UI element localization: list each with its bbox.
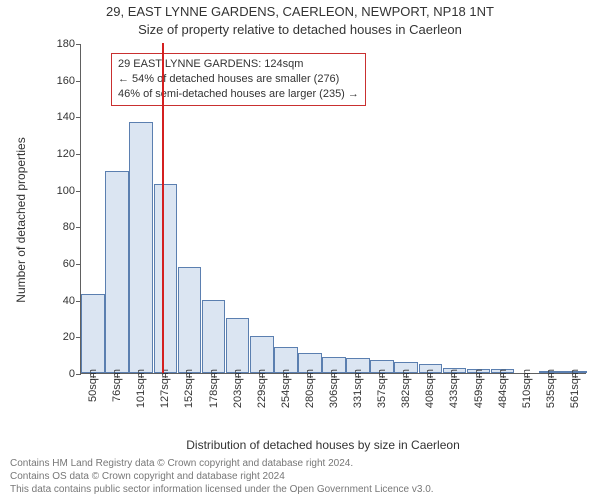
annotation-box: 29 EAST LYNNE GARDENS: 124sqm ← 54% of d…: [111, 53, 366, 106]
y-tick-mark: [76, 117, 81, 118]
x-tick-label: 254sqm: [280, 369, 292, 408]
x-tick-label: 203sqm: [232, 369, 244, 408]
plot-area: 29 EAST LYNNE GARDENS: 124sqm ← 54% of d…: [80, 44, 586, 374]
x-tick-label: 178sqm: [208, 369, 220, 408]
y-tick-label: 0: [47, 368, 75, 380]
y-tick-label: 60: [47, 258, 75, 270]
x-tick-label: 561sqm: [569, 369, 581, 408]
y-tick-label: 80: [47, 221, 75, 233]
y-tick-mark: [76, 154, 81, 155]
histogram-bar: [129, 122, 153, 373]
x-tick-label: 331sqm: [352, 369, 364, 408]
histogram-bar: [154, 184, 178, 373]
y-axis-label: Number of detached properties: [14, 137, 28, 302]
y-tick-label: 20: [47, 331, 75, 343]
property-marker-line: [162, 43, 164, 373]
y-tick-label: 120: [47, 148, 75, 160]
x-tick-label: 484sqm: [497, 369, 509, 408]
x-tick-label: 50sqm: [87, 369, 99, 402]
y-tick-label: 180: [47, 38, 75, 50]
x-tick-label: 433sqm: [448, 369, 460, 408]
histogram-bar: [81, 294, 105, 373]
annotation-line: ← 54% of detached houses are smaller (27…: [118, 72, 359, 87]
y-tick-mark: [76, 227, 81, 228]
histogram-bar: [202, 300, 226, 373]
y-tick-label: 140: [47, 111, 75, 123]
x-tick-label: 306sqm: [328, 369, 340, 408]
x-tick-label: 535sqm: [545, 369, 557, 408]
chart-container: Number of detached properties 29 EAST LY…: [60, 44, 586, 396]
x-tick-label: 510sqm: [521, 369, 533, 408]
x-tick-label: 76sqm: [111, 369, 123, 402]
histogram-bar: [178, 267, 202, 373]
x-tick-label: 101sqm: [135, 369, 147, 408]
chart-title-line1: 29, EAST LYNNE GARDENS, CAERLEON, NEWPOR…: [0, 4, 600, 19]
x-tick-label: 408sqm: [424, 369, 436, 408]
y-tick-mark: [76, 44, 81, 45]
x-axis-label: Distribution of detached houses by size …: [60, 438, 586, 452]
x-tick-label: 357sqm: [376, 369, 388, 408]
x-tick-label: 459sqm: [473, 369, 485, 408]
y-tick-label: 160: [47, 75, 75, 87]
y-tick-mark: [76, 81, 81, 82]
histogram-bar: [105, 171, 129, 373]
y-tick-mark: [76, 374, 81, 375]
y-tick-label: 100: [47, 185, 75, 197]
x-tick-label: 152sqm: [183, 369, 195, 408]
x-tick-label: 127sqm: [159, 369, 171, 408]
x-tick-label: 229sqm: [256, 369, 268, 408]
y-tick-label: 40: [47, 295, 75, 307]
footer-line: Contains HM Land Registry data © Crown c…: [10, 457, 590, 470]
footer-line: Contains OS data © Crown copyright and d…: [10, 470, 590, 483]
histogram-bar: [226, 318, 250, 373]
footer-attribution: Contains HM Land Registry data © Crown c…: [0, 457, 600, 496]
footer-line: This data contains public sector informa…: [10, 483, 590, 496]
annotation-line: 29 EAST LYNNE GARDENS: 124sqm: [118, 57, 359, 72]
y-tick-mark: [76, 191, 81, 192]
x-tick-label: 382sqm: [400, 369, 412, 408]
y-tick-mark: [76, 264, 81, 265]
chart-title-line2: Size of property relative to detached ho…: [0, 22, 600, 37]
x-tick-label: 280sqm: [304, 369, 316, 408]
annotation-line: 46% of semi-detached houses are larger (…: [118, 87, 359, 102]
histogram-bar: [250, 336, 274, 373]
